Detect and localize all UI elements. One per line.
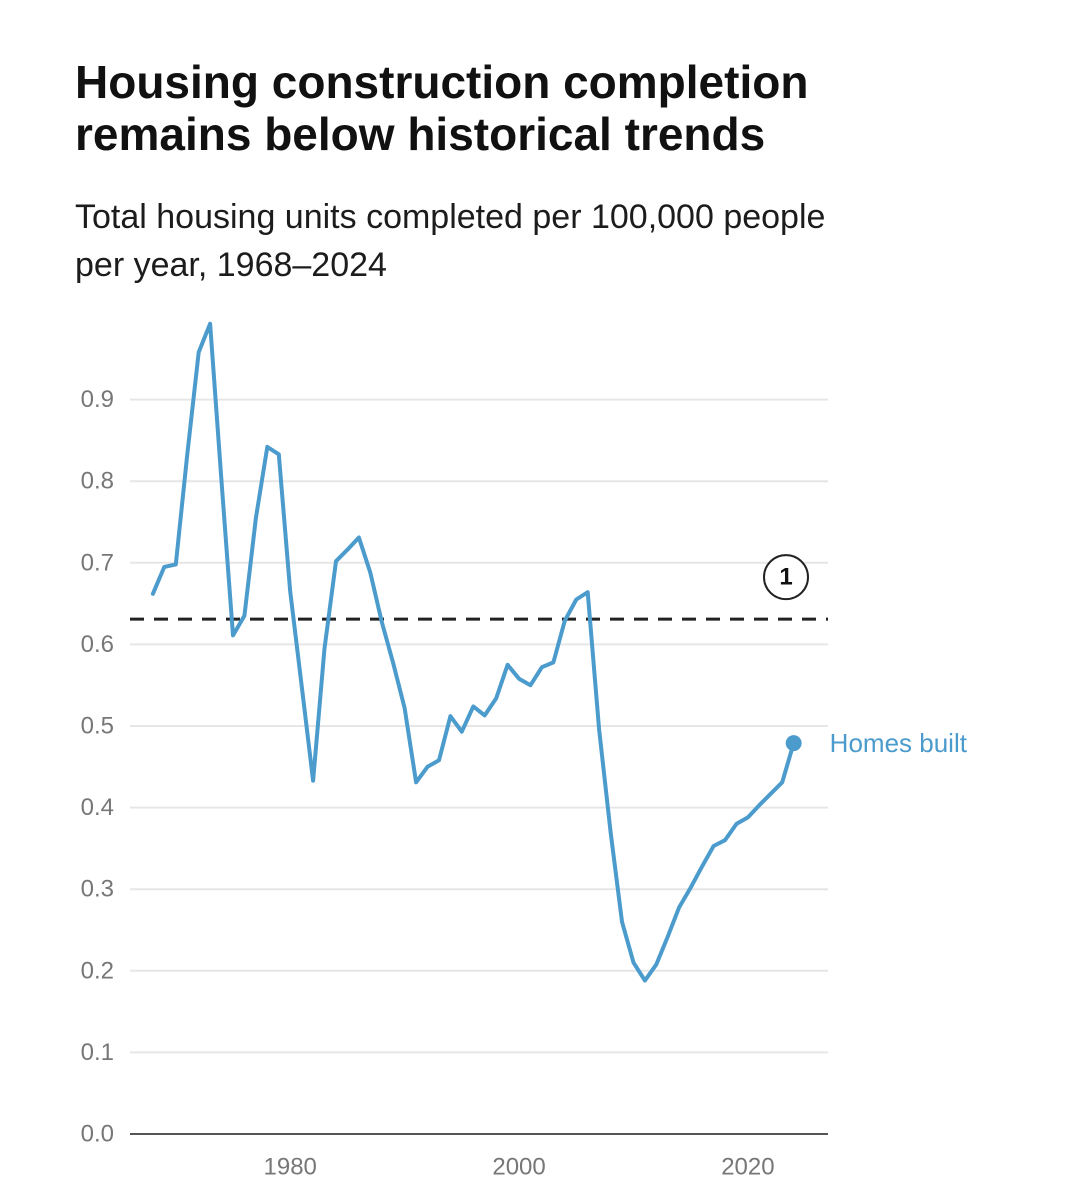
chart-title-line-1: Housing construction completion	[75, 56, 809, 108]
annotation-number: 1	[779, 564, 792, 591]
y-axis-ticks: 0.0 0.1 0.2 0.3 0.4 0.5 0.6 0.7 0.8 0.9	[81, 386, 114, 1147]
x-axis-ticks: 1980 2000 2020	[264, 1154, 775, 1181]
chart-subtitle-line-1: Total housing units completed per 100,00…	[75, 198, 826, 236]
chart-subtitle-line-2: per year, 1968–2024	[75, 246, 387, 284]
x-tick-label: 1980	[264, 1154, 317, 1181]
chart-title: Housing construction completion remains …	[75, 56, 1035, 160]
series-label-homes-built: Homes built	[830, 728, 968, 758]
y-tick-label: 0.5	[81, 713, 114, 740]
y-tick-label: 0.6	[81, 631, 114, 658]
series-line-homes-built	[150, 321, 796, 983]
y-tick-label: 0.1	[81, 1039, 114, 1066]
chart-subtitle: Total housing units completed per 100,00…	[75, 193, 1035, 289]
annotation-circle	[763, 554, 809, 601]
y-tick-label: 0.3	[81, 876, 114, 903]
y-tick-label: 0.7	[81, 549, 114, 576]
y-tick-label: 0.8	[81, 468, 114, 495]
series-end-point	[785, 735, 802, 752]
y-tick-label: 0.4	[81, 794, 114, 821]
y-tick-label: 0.9	[81, 386, 114, 413]
gridlines	[130, 398, 828, 1054]
reference-annotation: 1	[763, 554, 809, 601]
chart-title-line-2: remains below historical trends	[75, 108, 766, 160]
y-tick-label: 0.2	[81, 957, 114, 984]
x-tick-label: 2020	[721, 1154, 774, 1181]
y-tick-label: 0.0	[81, 1121, 114, 1148]
x-tick-label: 2000	[492, 1154, 545, 1181]
